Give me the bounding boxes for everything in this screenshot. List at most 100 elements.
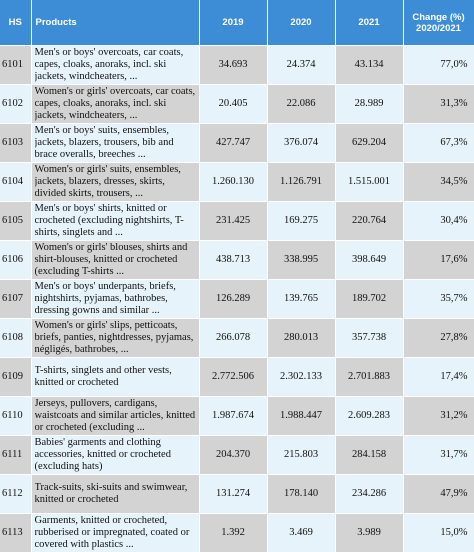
hs-code-cell: 6112 (0, 475, 31, 514)
change-cell-text: 31,2% (407, 410, 468, 422)
value-2021-cell: 398.649 (335, 241, 403, 280)
value-2019-cell: 1.392 (199, 514, 267, 552)
value-2021-cell-text: 234.286 (339, 488, 400, 500)
value-2020-cell-text: 376.074 (271, 137, 332, 149)
value-2021-cell: 284.158 (335, 436, 403, 475)
header-2020: 2020 (267, 0, 335, 46)
value-2019-cell: 126.289 (199, 280, 267, 319)
value-2021-cell-text: 189.702 (339, 293, 400, 305)
value-2020-cell: 2.302.133 (267, 358, 335, 397)
header-2021: 2021 (335, 0, 403, 46)
change-cell: 77,0% (403, 46, 474, 85)
value-2019-cell-text: 231.425 (203, 215, 264, 227)
change-cell-text: 31,3% (407, 98, 468, 110)
header-change: Change (%) 2020/2021 (403, 0, 474, 46)
value-2019-cell-text: 1.392 (203, 527, 264, 539)
value-2019-cell: 204.370 (199, 436, 267, 475)
table-row: 6104 Women's or girls' suits, ensembles, … (0, 163, 474, 202)
hs-code-cell: 6104 (0, 163, 31, 202)
value-2020-cell-text: 22.086 (271, 98, 332, 110)
value-2019-cell: 231.425 (199, 202, 267, 241)
hs-code-cell: 6113 (0, 514, 31, 552)
header-row: HS Products 2019 2020 2021 Change (%) 20… (0, 0, 474, 46)
value-2021-cell: 357.738 (335, 319, 403, 358)
product-cell: Garments, knitted or crocheted, rubberis… (31, 514, 199, 552)
hs-code-cell-text: 6112 (2, 488, 28, 500)
value-2020-cell: 169.275 (267, 202, 335, 241)
change-cell: 31,2% (403, 397, 474, 436)
value-2020-cell: 376.074 (267, 124, 335, 163)
change-cell-text: 17,6% (407, 254, 468, 266)
change-cell-text: 35,7% (407, 293, 468, 305)
change-cell: 31,3% (403, 85, 474, 124)
hs-code-cell-text: 6110 (2, 410, 28, 422)
change-cell: 47,9% (403, 475, 474, 514)
change-cell: 31,7% (403, 436, 474, 475)
hs-code-cell-text: 6102 (2, 98, 28, 110)
value-2021-cell-text: 43.134 (339, 59, 400, 71)
hs-code-cell-text: 6113 (2, 527, 28, 539)
product-cell: Babies' garments and clothing accessorie… (31, 436, 199, 475)
hs-code-cell-text: 6107 (2, 293, 28, 305)
value-2019-cell-text: 427.747 (203, 137, 264, 149)
change-cell: 35,7% (403, 280, 474, 319)
value-2020-cell: 1.126.791 (267, 163, 335, 202)
hs-code-cell-text: 6104 (2, 176, 28, 188)
value-2019-cell-text: 131.274 (203, 488, 264, 500)
value-2021-cell-text: 357.738 (339, 332, 400, 344)
value-2021-cell-text: 3.989 (339, 527, 400, 539)
change-cell-text: 17,4% (407, 371, 468, 383)
hs-code-cell-text: 6101 (2, 59, 28, 71)
product-cell-text: Men's or boys' shirts, knitted or croche… (35, 203, 196, 239)
product-cell-text: Garments, knitted or crocheted, rubberis… (35, 515, 196, 551)
value-2019-cell: 1.987.674 (199, 397, 267, 436)
value-2021-cell: 28.989 (335, 85, 403, 124)
product-cell: Women's or girls' suits, ensembles, jack… (31, 163, 199, 202)
value-2020-cell: 338.995 (267, 241, 335, 280)
value-2019-cell: 34.693 (199, 46, 267, 85)
value-2021-cell-text: 398.649 (339, 254, 400, 266)
value-2021-cell-text: 28.989 (339, 98, 400, 110)
value-2019-cell-text: 34.693 (203, 59, 264, 71)
header-change-line2: 2020/2021 (416, 23, 461, 34)
value-2020-cell: 3.469 (267, 514, 335, 552)
value-2021-cell-text: 284.158 (339, 449, 400, 461)
hs-code-cell: 6107 (0, 280, 31, 319)
value-2019-cell: 131.274 (199, 475, 267, 514)
table-row: 6107 Men's or boys' underpants, briefs, n… (0, 280, 474, 319)
value-2019-cell: 266.078 (199, 319, 267, 358)
value-2019-cell-text: 20.405 (203, 98, 264, 110)
value-2020-cell-text: 24.374 (271, 59, 332, 71)
product-cell-text: Women's or girls' blouses, shirts and sh… (35, 242, 196, 278)
hs-code-cell-text: 6108 (2, 332, 28, 344)
product-cell-text: Women's or girls' suits, ensembles, jack… (35, 164, 196, 200)
value-2020-cell: 1.988.447 (267, 397, 335, 436)
value-2019-cell-text: 438.713 (203, 254, 264, 266)
value-2019-cell-text: 266.078 (203, 332, 264, 344)
product-cell: Men's or boys' suits, ensembles, jackets… (31, 124, 199, 163)
value-2019-cell-text: 2.772.506 (203, 371, 264, 383)
value-2020-cell-text: 139.765 (271, 293, 332, 305)
change-cell-text: 47,9% (407, 488, 468, 500)
header-2019: 2019 (199, 0, 267, 46)
change-cell: 30,4% (403, 202, 474, 241)
header-change-line1: Change (%) (412, 12, 464, 23)
header-hs: HS (0, 0, 31, 46)
product-cell-text: Men's or boys' underpants, briefs, night… (35, 281, 196, 317)
product-cell-text: Women's or girls' overcoats, car coats, … (35, 86, 196, 122)
value-2021-cell-text: 2.701.883 (339, 371, 400, 383)
hs-code-cell: 6105 (0, 202, 31, 241)
change-cell: 17,6% (403, 241, 474, 280)
value-2020-cell-text: 3.469 (271, 527, 332, 539)
change-cell-text: 77,0% (407, 59, 468, 71)
value-2019-cell-text: 204.370 (203, 449, 264, 461)
value-2020-cell-text: 338.995 (271, 254, 332, 266)
table-row: 6113 Garments, knitted or crocheted, rubb… (0, 514, 474, 552)
product-cell-text: Jerseys, pullovers, cardigans, waistcoat… (35, 398, 196, 434)
value-2019-cell: 438.713 (199, 241, 267, 280)
product-cell: Men's or boys' underpants, briefs, night… (31, 280, 199, 319)
